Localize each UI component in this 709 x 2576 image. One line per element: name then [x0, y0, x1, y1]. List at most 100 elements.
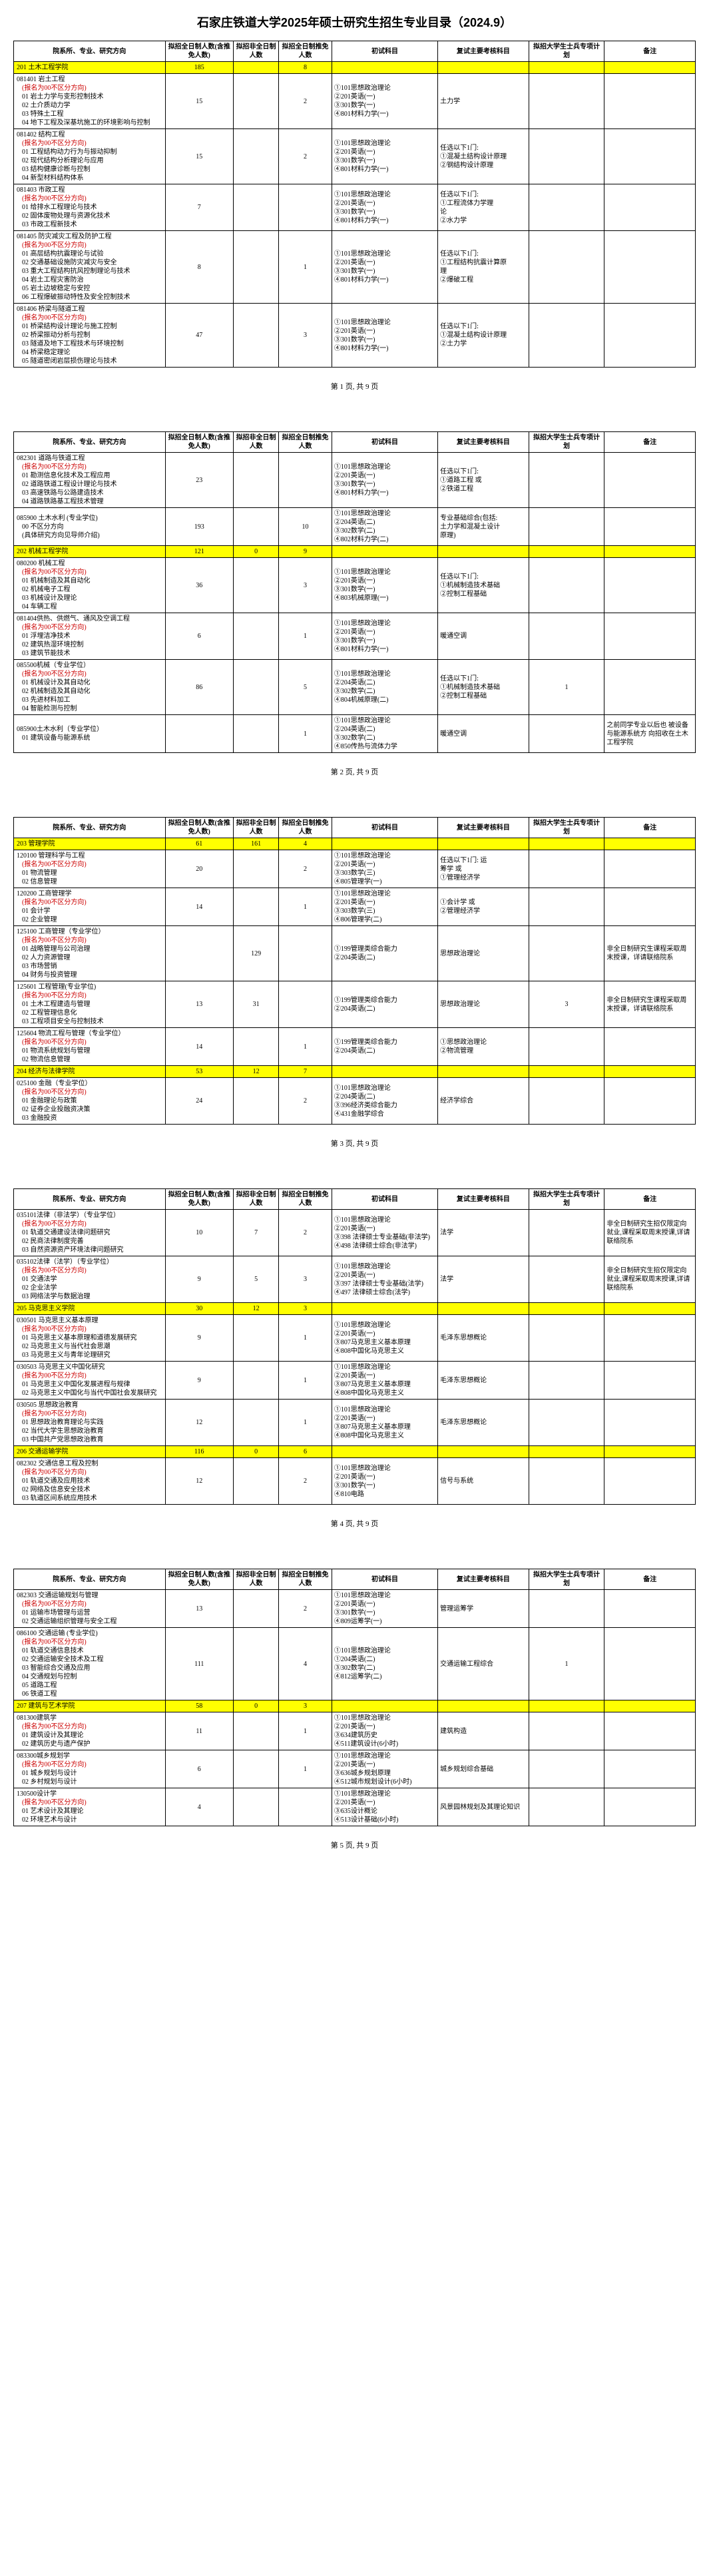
exam-subjects: ①199管理类综合能力 ②204英语(二)	[332, 926, 437, 981]
dept-blank	[604, 1700, 696, 1712]
research-direction: 06 铁道工程	[17, 1690, 163, 1698]
major-name: 035102法律（法学）（专业学位）	[17, 1258, 163, 1266]
exam-subjects: ①101思想政治理论 ②201英语(一) ③301数学(一) ④801材料力学(…	[332, 74, 437, 129]
dept-blank	[529, 546, 604, 558]
major-parttime	[233, 129, 278, 184]
soldier-plan	[529, 1750, 604, 1788]
header-recommend: 拟招全日制推免人数	[279, 41, 332, 62]
major-name: 085500机械（专业学位）	[17, 661, 163, 670]
major-subtitle: (报名为00不区分方向)	[17, 860, 163, 869]
exam-subjects: ①101思想政治理论 ②201英语(一) ③301数学(一) ④801材料力学(…	[332, 304, 437, 368]
soldier-plan	[529, 558, 604, 613]
header-direction: 院系所、专业、研究方向	[14, 1569, 166, 1590]
research-direction: 06 工程爆破振动特性及安全控制技术	[17, 293, 163, 302]
reexam-subjects: 毛泽东思想概论	[438, 1400, 529, 1446]
major-recommend: 2	[279, 1210, 332, 1256]
major-parttime	[233, 660, 278, 715]
note-cell	[604, 850, 696, 888]
major-fulltime: 6	[165, 613, 233, 660]
major-name: 030505 思想政治教育	[17, 1401, 163, 1410]
major-fulltime: 7	[165, 184, 233, 231]
header-direction: 院系所、专业、研究方向	[14, 1189, 166, 1210]
research-direction: 03 建筑节能技术	[17, 649, 163, 658]
major-subtitle: (报名为00不区分方向)	[17, 1722, 163, 1731]
research-direction: 01 岩土力学与变形控制技术	[17, 93, 163, 101]
dept-recommend: 7	[279, 1066, 332, 1078]
major-row: 082301 道路与铁道工程(报名为00不区分方向)01 勘测信息化技术及工程应…	[14, 453, 696, 508]
major-cell: 085500机械（专业学位）(报名为00不区分方向)01 机械设计及其自动化02…	[14, 660, 166, 715]
note-cell	[604, 1362, 696, 1400]
dept-fulltime: 58	[165, 1700, 233, 1712]
research-direction: 04 新型材料结构体系	[17, 174, 163, 182]
dept-recommend: 3	[279, 1700, 332, 1712]
major-parttime	[233, 74, 278, 129]
major-fulltime: 47	[165, 304, 233, 368]
research-direction: 02 工程管理信息化	[17, 1009, 163, 1017]
exam-subjects: ①101思想政治理论 ②201英语(一) ③301数学(一) ④801材料力学(…	[332, 231, 437, 304]
page-footer: 第 4 页, 共 9 页	[13, 1518, 696, 1529]
research-direction: 01 浮埋洁净技术	[17, 632, 163, 641]
exam-subjects: ①101思想政治理论 ②201英语(一) ③634建筑历史 ④511建筑设计(6…	[332, 1712, 437, 1750]
reexam-subjects: 城乡规划综合基础	[438, 1750, 529, 1788]
major-row: 081401 岩土工程(报名为00不区分方向)01 岩土力学与变形控制技术02 …	[14, 74, 696, 129]
major-fulltime: 86	[165, 660, 233, 715]
research-direction: 03 金融投资	[17, 1114, 163, 1123]
major-fulltime: 10	[165, 1210, 233, 1256]
header-parttime: 拟招非全日制人数	[233, 1569, 278, 1590]
catalog-table: 院系所、专业、研究方向拟招全日制人数(含推免人数)拟招非全日制人数拟招全日制推免…	[13, 817, 696, 1125]
research-direction: 02 网络及信息安全技术	[17, 1485, 163, 1494]
reexam-subjects: 交通运输工程综合	[438, 1628, 529, 1700]
dept-blank	[604, 838, 696, 850]
soldier-plan	[529, 508, 604, 546]
department-name: 202 机械工程学院	[14, 546, 166, 558]
major-parttime	[233, 184, 278, 231]
page-footer: 第 5 页, 共 9 页	[13, 1840, 696, 1850]
header-fulltime: 拟招全日制人数(含推免人数)	[165, 818, 233, 838]
research-direction: 02 现代结构分析理论与应用	[17, 156, 163, 165]
soldier-plan	[529, 1590, 604, 1628]
major-row: 025100 金融（专业学位）(报名为00不区分方向)01 金融理论与政策02 …	[14, 1078, 696, 1125]
major-cell: 082301 道路与铁道工程(报名为00不区分方向)01 勘测信息化技术及工程应…	[14, 453, 166, 508]
dept-blank	[438, 838, 529, 850]
major-subtitle: (报名为00不区分方向)	[17, 1600, 163, 1609]
page-footer: 第 2 页, 共 9 页	[13, 766, 696, 777]
major-recommend: 1	[279, 613, 332, 660]
department-name: 207 建筑与艺术学院	[14, 1700, 166, 1712]
major-fulltime: 13	[165, 1590, 233, 1628]
major-subtitle: (报名为00不区分方向)	[17, 1798, 163, 1807]
dept-blank	[529, 838, 604, 850]
major-name: 130500设计学	[17, 1790, 163, 1798]
page: 石家庄铁道大学2025年硕士研究生招生专业目录（2024.9）院系所、专业、研究…	[13, 13, 696, 391]
major-name: 086100 交通运输 (专业学位)	[17, 1629, 163, 1638]
major-fulltime: 12	[165, 1458, 233, 1505]
major-cell: 081404供热、供燃气、通风及空调工程(报名为00不区分方向)01 浮埋洁净技…	[14, 613, 166, 660]
major-recommend	[279, 1788, 332, 1826]
dept-fulltime: 116	[165, 1446, 233, 1458]
major-fulltime: 13	[165, 981, 233, 1028]
research-direction: 01 轨道交通建设法律问题研究	[17, 1228, 163, 1237]
header-note: 备注	[604, 818, 696, 838]
header-exam: 初试科目	[332, 818, 437, 838]
dept-parttime: 0	[233, 1700, 278, 1712]
research-direction: 03 网络法学与数据治理	[17, 1292, 163, 1301]
major-cell: 081401 岩土工程(报名为00不区分方向)01 岩土力学与变形控制技术02 …	[14, 74, 166, 129]
major-cell: 081402 结构工程(报名为00不区分方向)01 工程结构动力行为与振动抑制0…	[14, 129, 166, 184]
major-recommend	[279, 184, 332, 231]
note-cell	[604, 1028, 696, 1066]
major-parttime	[233, 1028, 278, 1066]
dept-parttime: 12	[233, 1066, 278, 1078]
reexam-subjects: 毛泽东思想概论	[438, 1315, 529, 1362]
table-header-row: 院系所、专业、研究方向拟招全日制人数(含推免人数)拟招非全日制人数拟招全日制推免…	[14, 41, 696, 62]
dept-blank	[332, 838, 437, 850]
table-header-row: 院系所、专业、研究方向拟招全日制人数(含推免人数)拟招非全日制人数拟招全日制推免…	[14, 1569, 696, 1590]
dept-recommend: 3	[279, 1303, 332, 1315]
major-cell: 030505 思想政治教育(报名为00不区分方向)01 思想政治教育理论与实践0…	[14, 1400, 166, 1446]
major-fulltime: 20	[165, 850, 233, 888]
header-recommend: 拟招全日制推免人数	[279, 1189, 332, 1210]
research-direction: (具体研究方向见导师介绍)	[17, 531, 163, 540]
major-name: 125100 工商管理（专业学位）	[17, 927, 163, 936]
soldier-plan	[529, 1712, 604, 1750]
major-fulltime: 14	[165, 1028, 233, 1066]
research-direction: 02 马克思主义中国化与当代中国社会发展研究	[17, 1389, 163, 1398]
page-footer: 第 1 页, 共 9 页	[13, 381, 696, 391]
